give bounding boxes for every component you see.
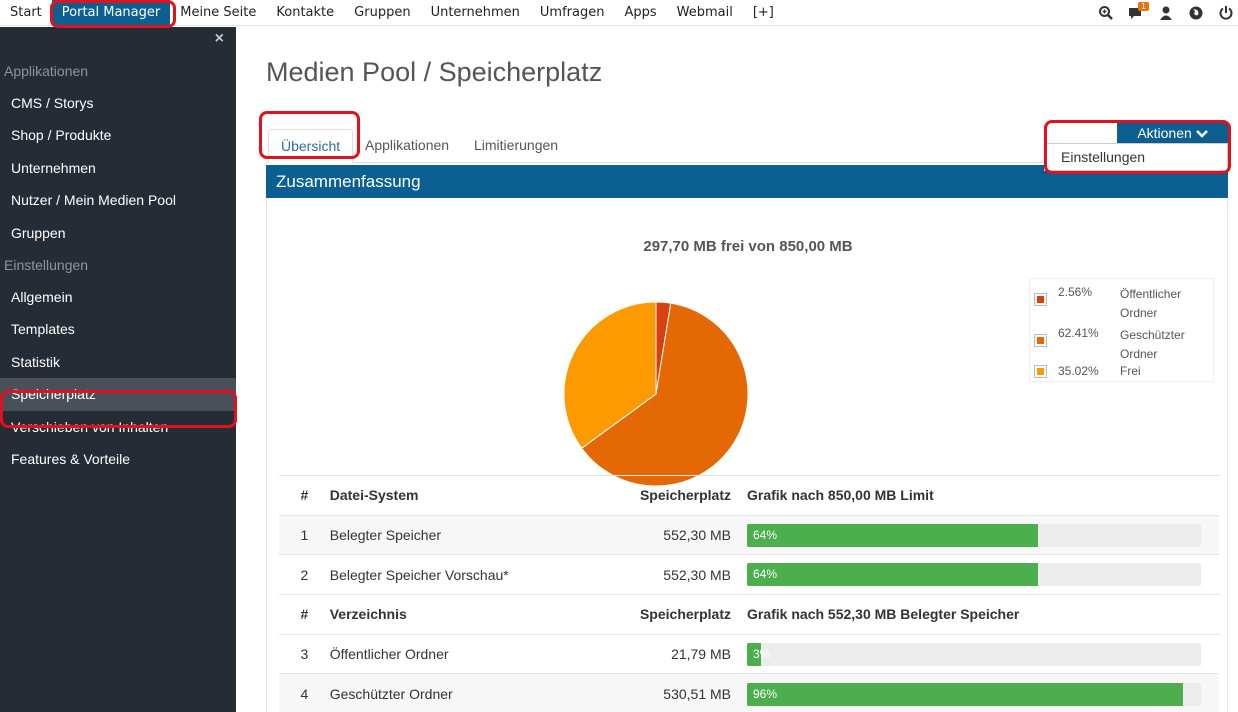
- sidebar-section-einstellungen: Einstellungen: [4, 256, 89, 273]
- row-name: Belegter Speicher: [329, 514, 624, 555]
- notification-badge: 1: [1138, 2, 1150, 11]
- sidebar-item-statistik[interactable]: Statistik: [11, 353, 61, 370]
- sidebar-item-unternehmen[interactable]: Unternehmen: [11, 159, 96, 176]
- row-name: Geschützter Ordner: [329, 673, 624, 712]
- row-name: Belegter Speicher Vorschau*: [329, 554, 624, 595]
- table-header-row: # Verzeichnis Speicherplatz Grafik nach …: [279, 594, 1219, 635]
- legend-label: Geschützter Ordner: [1120, 328, 1185, 361]
- pie-chart: [563, 301, 749, 487]
- nav-gruppen[interactable]: Gruppen: [354, 5, 411, 20]
- progress-bar: 64%: [747, 563, 1201, 587]
- row-num: 4: [279, 673, 330, 712]
- sidebar-item-shop-produkte[interactable]: Shop / Produkte: [11, 127, 112, 144]
- progress-bar: 64%: [747, 523, 1201, 547]
- nav-portal-manager[interactable]: Portal Manager: [51, 0, 171, 26]
- table-header-row: # Datei-System Speicherplatz Grafik nach…: [279, 475, 1219, 516]
- progress-fill: 64%: [747, 523, 1038, 547]
- col-name: Datei-System: [329, 475, 624, 516]
- row-num: 3: [279, 633, 330, 674]
- col-size: Speicherplatz: [623, 594, 733, 635]
- tab-bar: Übersicht Applikationen Limitierungen: [266, 119, 1228, 163]
- sidebar-item-allgemein[interactable]: Allgemein: [11, 288, 73, 305]
- table-row: 2 Belegter Speicher Vorschau* 552,30 MB …: [279, 554, 1219, 595]
- table-row: 1 Belegter Speicher 552,30 MB 64%: [279, 514, 1219, 555]
- sidebar-section-applikationen: Applikationen: [4, 63, 89, 79]
- sidebar: × Applikationen CMS / Storys Shop / Prod…: [0, 27, 236, 712]
- chat-icon[interactable]: 1: [1128, 2, 1150, 21]
- sidebar-item-nutzer-medien-pool[interactable]: Nutzer / Mein Medien Pool: [11, 192, 176, 209]
- search-icon[interactable]: [1098, 5, 1114, 21]
- nav-unternehmen[interactable]: Unternehmen: [430, 5, 520, 20]
- row-size: 530,51 MB: [623, 673, 733, 712]
- summary-panel: Zusammenfassung 297,70 MB frei von 850,0…: [266, 165, 1228, 712]
- close-icon[interactable]: ×: [214, 30, 224, 47]
- user-icon[interactable]: [1158, 5, 1174, 21]
- nav-meine-seite[interactable]: Meine Seite: [180, 5, 257, 20]
- legend-color-2: [1037, 368, 1044, 375]
- legend-swatch: [1034, 293, 1047, 306]
- progress-fill: 64%: [747, 563, 1038, 587]
- aktionen-dropdown: Einstellungen: [1044, 143, 1228, 171]
- col-num: #: [279, 594, 330, 635]
- nav-add[interactable]: [+]: [752, 5, 774, 20]
- col-graph: Grafik nach 552,30 MB Belegter Speicher: [733, 594, 1219, 635]
- col-name: Verzeichnis: [329, 594, 624, 635]
- table-row: 3 Öffentlicher Ordner 21,79 MB 3%: [279, 633, 1219, 674]
- top-navigation: Start Portal Manager Meine Seite Kontakt…: [0, 0, 1238, 26]
- row-num: 2: [279, 554, 330, 595]
- sidebar-item-templates[interactable]: Templates: [11, 321, 75, 338]
- sidebar-item-verschieben[interactable]: Verschieben von Inhalten: [11, 418, 169, 435]
- menu-item-einstellungen[interactable]: Einstellungen: [1061, 149, 1146, 165]
- sidebar-item-cms-storys[interactable]: CMS / Storys: [11, 95, 94, 111]
- chart-title: 297,70 MB frei von 850,00 MB: [643, 238, 853, 255]
- chart-legend: 2.56% Öffentlicher Ordner 62.41% Geschüt…: [1029, 278, 1214, 382]
- legend-percent: 35.02%: [1058, 364, 1099, 378]
- progress-bar: 3%: [747, 642, 1201, 666]
- aktionen-button[interactable]: Aktionen: [1117, 123, 1228, 143]
- col-num: #: [279, 475, 330, 516]
- progress-bar: 96%: [747, 682, 1201, 706]
- panel-body: 297,70 MB frei von 850,00 MB 2.56% Öffen…: [266, 198, 1228, 712]
- main-content: Medien Pool / Speicherplatz Übersicht Ap…: [266, 27, 1228, 712]
- legend-percent: 2.56%: [1058, 285, 1093, 299]
- nav-start[interactable]: Start: [10, 5, 42, 20]
- tab-applikationen[interactable]: Applikationen: [365, 137, 450, 153]
- pie-slice-2: [563, 301, 657, 449]
- col-graph: Grafik nach 850,00 MB Limit: [733, 475, 1219, 516]
- nav-apps[interactable]: Apps: [624, 5, 657, 20]
- legend-percent: 62.41%: [1058, 326, 1099, 340]
- legend-label: Frei: [1120, 364, 1141, 378]
- legend-label: Öffentlicher Ordner: [1120, 287, 1182, 320]
- legend-color-1: [1037, 337, 1044, 344]
- legend-color-0: [1037, 296, 1044, 303]
- tab-limitierungen[interactable]: Limitierungen: [474, 137, 559, 153]
- top-nav-list: Start Portal Manager Meine Seite Kontakt…: [0, 0, 1238, 26]
- nav-umfragen[interactable]: Umfragen: [539, 5, 605, 20]
- sidebar-item-features[interactable]: Features & Vorteile: [11, 450, 131, 467]
- table-row: 4 Geschützter Ordner 530,51 MB 96%: [279, 673, 1219, 712]
- row-size: 552,30 MB: [623, 554, 733, 595]
- legend-swatch: [1034, 365, 1047, 378]
- power-icon[interactable]: [1218, 5, 1234, 21]
- chevron-down-icon: [1195, 130, 1208, 139]
- sidebar-item-gruppen[interactable]: Gruppen: [11, 224, 66, 241]
- nav-kontakte[interactable]: Kontakte: [276, 5, 335, 20]
- top-icons: 1: [1098, 0, 1234, 26]
- progress-fill: 3%: [747, 642, 770, 666]
- page-title: Medien Pool / Speicherplatz: [266, 57, 603, 87]
- row-name: Öffentlicher Ordner: [329, 633, 624, 674]
- sidebar-item-speicherplatz[interactable]: Speicherplatz: [0, 378, 236, 411]
- row-num: 1: [279, 514, 330, 555]
- nav-webmail[interactable]: Webmail: [676, 5, 733, 20]
- row-size: 21,79 MB: [623, 633, 733, 674]
- storage-table: # Datei-System Speicherplatz Grafik nach…: [279, 475, 1219, 712]
- legend-swatch: [1034, 334, 1047, 347]
- aktionen-label: Aktionen: [1137, 125, 1192, 141]
- row-size: 552,30 MB: [623, 514, 733, 555]
- col-size: Speicherplatz: [623, 475, 733, 516]
- tab-uebersicht[interactable]: Übersicht: [268, 129, 354, 163]
- progress-fill: 96%: [747, 682, 1183, 706]
- globe-icon[interactable]: [1188, 5, 1204, 21]
